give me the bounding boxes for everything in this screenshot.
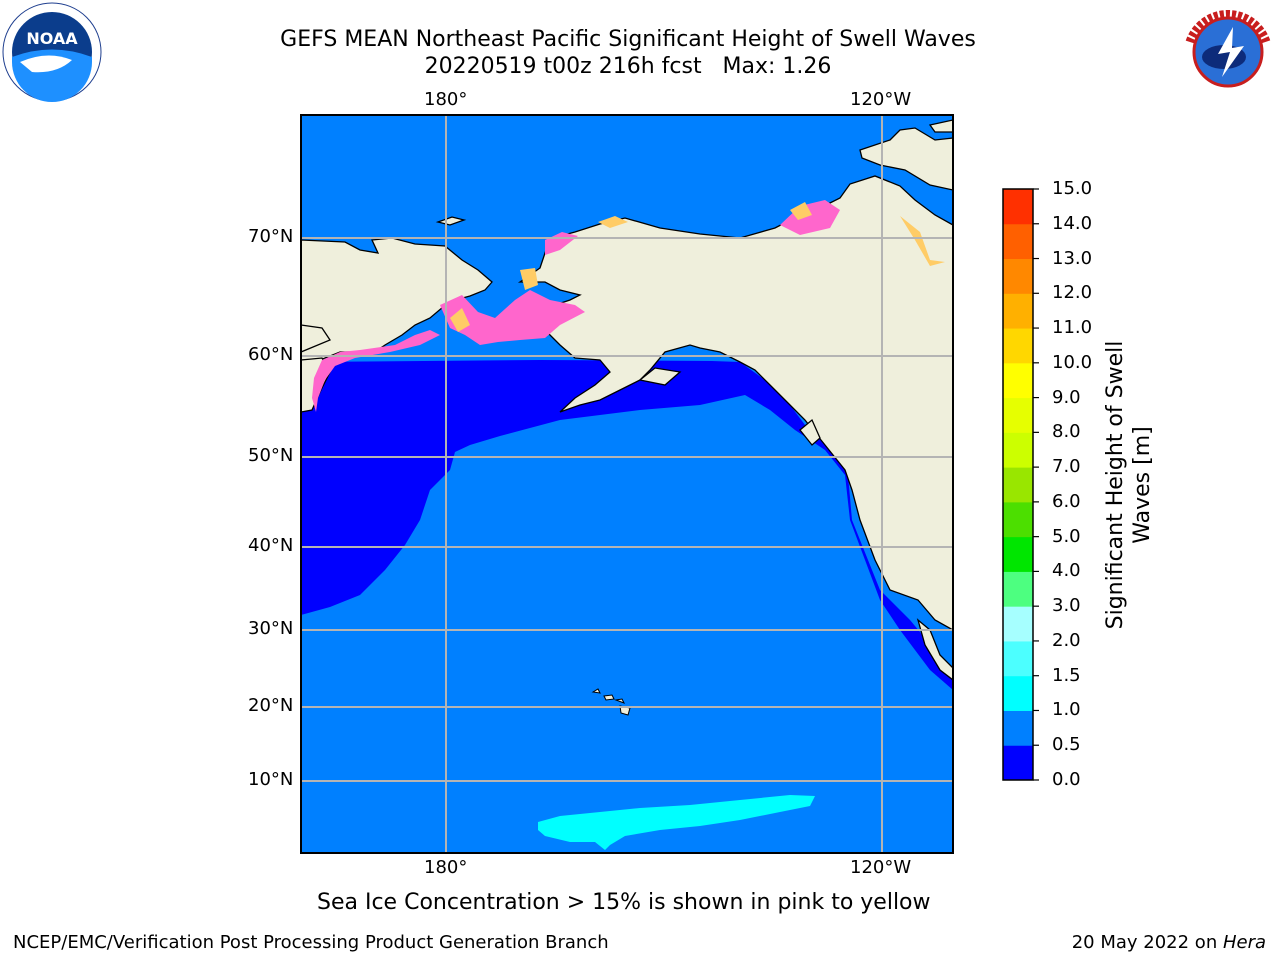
lat-label-50n: 50°N bbox=[248, 445, 294, 466]
footer-date: 20 May 2022 on Hera bbox=[1072, 932, 1266, 953]
colorbar-title: Significant Height of Swell Waves [m] bbox=[1103, 340, 1155, 630]
colorbar-segment bbox=[1003, 710, 1033, 746]
colorbar-tick-label: 15.0 bbox=[1052, 178, 1093, 199]
lon-label-top-180: 180° bbox=[424, 89, 468, 110]
lat-label-70n: 70°N bbox=[248, 226, 294, 247]
colorbar-tick-label: 10.0 bbox=[1052, 351, 1093, 373]
chart-title: GEFS MEAN Northeast Pacific Significant … bbox=[280, 27, 976, 52]
colorbar-segment bbox=[1003, 362, 1033, 399]
noaa-logo-text: NOAA bbox=[26, 29, 78, 48]
map-frame bbox=[300, 114, 954, 854]
colorbar-segment bbox=[1003, 536, 1033, 572]
colorbar-segment bbox=[1003, 640, 1033, 677]
hawaii-islands bbox=[591, 688, 631, 716]
colorbar-segment bbox=[1003, 432, 1033, 468]
colorbar-tick-label: 0.0 bbox=[1052, 769, 1081, 790]
colorbar-tick-label: 1.5 bbox=[1052, 664, 1081, 686]
colorbar-tick-label: 6.0 bbox=[1052, 490, 1081, 512]
colorbar-segment bbox=[1003, 328, 1033, 364]
lon-label-top-120w: 120°W bbox=[850, 89, 912, 110]
colorbar-tick-label: 3.0 bbox=[1052, 595, 1081, 617]
colorbar-tick-label: 2.0 bbox=[1052, 629, 1081, 651]
footer-host: Hera bbox=[1222, 932, 1266, 953]
colorbar-tick-label: 1.0 bbox=[1052, 699, 1081, 721]
colorbar-segment bbox=[1003, 745, 1033, 781]
low-swell-region bbox=[301, 360, 953, 853]
colorbar-tick-label: 11.0 bbox=[1052, 317, 1093, 339]
colorbar-segment bbox=[1003, 501, 1033, 538]
lat-label-40n: 40°N bbox=[248, 535, 294, 556]
footer-date-text: 20 May 2022 on bbox=[1071, 932, 1223, 953]
land bbox=[301, 119, 953, 681]
colorbar-tick-label: 0.5 bbox=[1052, 734, 1081, 756]
colorbar-segment bbox=[1003, 189, 1033, 225]
colorbar-frame bbox=[1002, 188, 1034, 781]
colorbar-tick-label: 13.0 bbox=[1052, 247, 1093, 269]
colorbar-segment bbox=[1003, 258, 1033, 294]
high-swell-patch bbox=[538, 795, 815, 850]
sea-ice-note: Sea Ice Concentration > 15% is shown in … bbox=[317, 890, 931, 915]
colorbar-tick-label: 4.0 bbox=[1052, 560, 1081, 582]
lat-label-60n: 60°N bbox=[248, 344, 294, 365]
colorbar-tick-label: 8.0 bbox=[1052, 421, 1081, 443]
colorbar-tick-label: 14.0 bbox=[1052, 212, 1093, 234]
colorbar bbox=[1002, 188, 1039, 781]
colorbar-segment bbox=[1003, 293, 1033, 329]
colorbar-segment bbox=[1003, 223, 1033, 260]
nws-logo bbox=[1179, 3, 1277, 101]
graticule bbox=[301, 115, 953, 853]
noaa-logo: NOAA bbox=[2, 2, 102, 102]
footer-credit: NCEP/EMC/Verification Post Processing Pr… bbox=[13, 932, 609, 953]
colorbar-tick-label: 9.0 bbox=[1052, 386, 1081, 408]
colorbar-segment bbox=[1003, 467, 1033, 503]
lon-label-bottom-120w: 120°W bbox=[850, 857, 912, 878]
lat-label-30n: 30°N bbox=[248, 618, 294, 639]
lat-label-10n: 10°N bbox=[248, 769, 294, 790]
colorbar-segment bbox=[1003, 571, 1033, 607]
lon-label-bottom-180: 180° bbox=[424, 857, 468, 878]
chart-subtitle: 20220519 t00z 216h fcst Max: 1.26 bbox=[424, 54, 832, 79]
colorbar-tick-label: 5.0 bbox=[1052, 525, 1081, 547]
colorbar-segment bbox=[1003, 675, 1033, 711]
lat-label-20n: 20°N bbox=[248, 695, 294, 716]
colorbar-segment bbox=[1003, 606, 1033, 642]
colorbar-segment bbox=[1003, 397, 1033, 433]
colorbar-tick-label: 7.0 bbox=[1052, 456, 1081, 478]
sea-ice-edge bbox=[450, 202, 945, 332]
colorbar-tick-label: 12.0 bbox=[1052, 282, 1093, 304]
